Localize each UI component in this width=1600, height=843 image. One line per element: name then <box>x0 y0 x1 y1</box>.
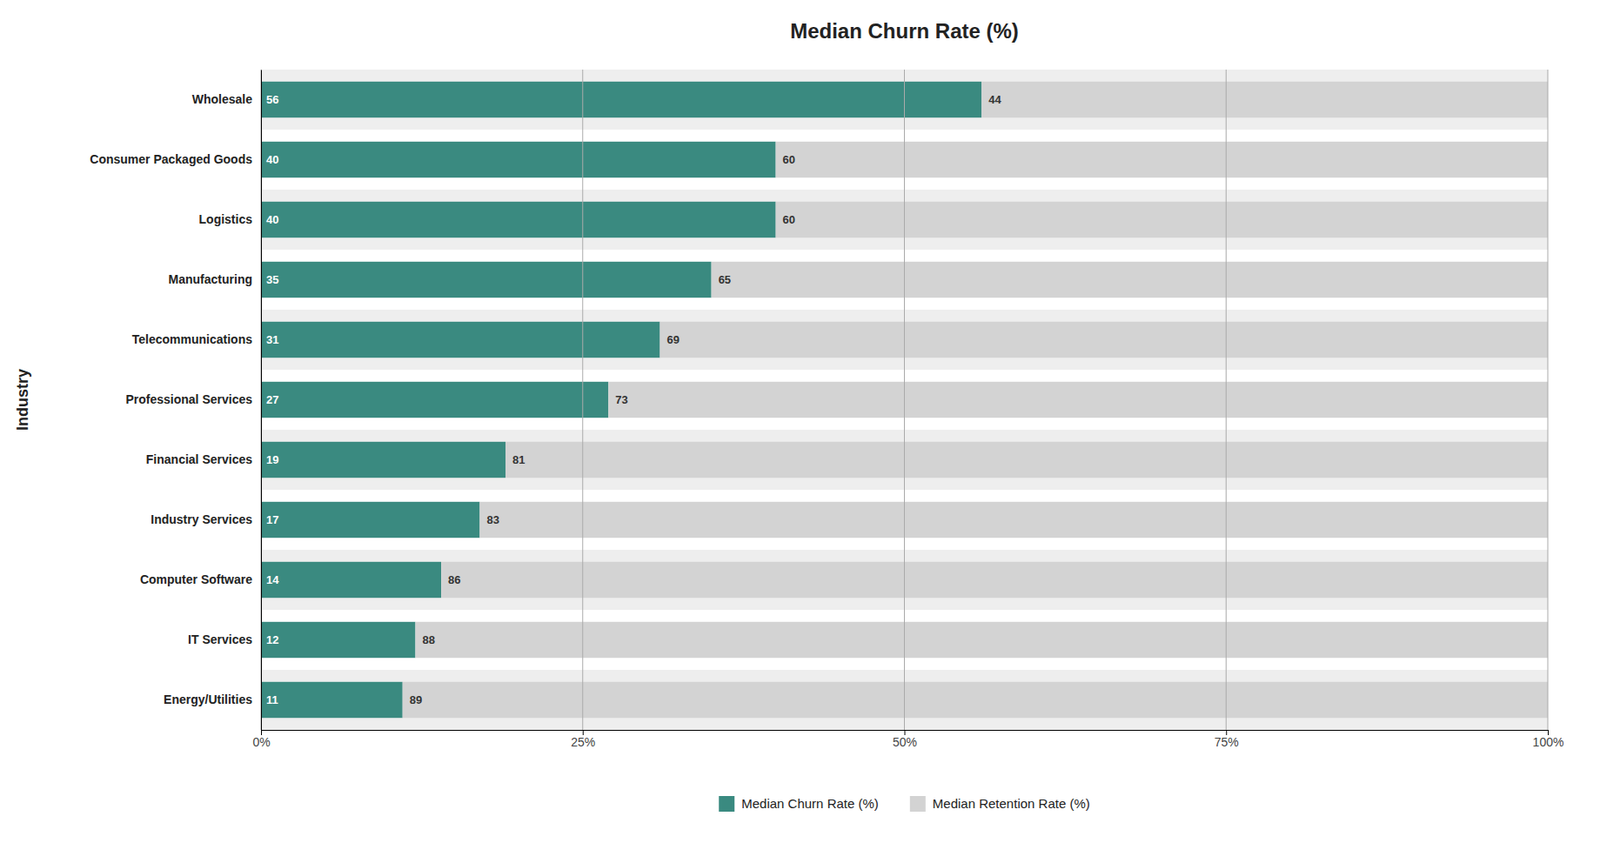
legend-swatch <box>910 796 926 812</box>
bar <box>776 141 1548 178</box>
tick-label: 75% <box>1214 735 1239 750</box>
data-label: 69 <box>666 333 679 347</box>
axis-line <box>261 70 262 731</box>
bar <box>981 81 1548 118</box>
tick-label: Consumer Packaged Goods <box>89 152 253 167</box>
bar <box>261 261 712 298</box>
title: Median Churn Rate (%) <box>789 19 1019 43</box>
y-tick: Energy/Utilities <box>163 692 262 707</box>
bar <box>261 81 982 118</box>
y-tick: IT Services <box>187 632 262 647</box>
data-labels: 11 12 14 17 19 27 31 35 40 40 56 89 88 86 83 81 73 69 65 60… <box>266 93 1002 707</box>
data-label: 81 <box>512 453 525 467</box>
bar <box>261 141 777 178</box>
bar <box>261 502 480 538</box>
legend-item: Median Churn Rate (%) <box>718 796 879 812</box>
y-tick: Telecommunications <box>132 332 262 347</box>
data-label: 89 <box>409 693 422 707</box>
plot: 11 12 14 17 19 27 31 35 40 40 56 89 88 86 83 81 73 69 65 60… <box>89 69 1564 750</box>
x-tick: 100% <box>1533 729 1565 750</box>
bar <box>441 562 1548 598</box>
legend-label: Median Retention Rate (%) <box>932 796 1091 811</box>
data-label: 27 <box>266 393 279 407</box>
bar <box>479 502 1548 538</box>
grid-line <box>1225 69 1227 730</box>
bar <box>402 682 1548 718</box>
grid-line <box>1547 69 1549 730</box>
data-label: 35 <box>266 273 279 287</box>
data-label: 56 <box>266 93 279 107</box>
y-tick: Computer Software <box>140 572 262 587</box>
chart: 11 12 14 17 19 27 31 35 40 40 56 89 88 86 83 81 73 69 65 60… <box>0 0 1600 843</box>
tick-label: Computer Software <box>140 572 253 587</box>
grid <box>261 69 1548 730</box>
y-tick: Wholesale <box>192 92 262 107</box>
y-axis-title: Industry <box>13 368 32 431</box>
tick-label: Industry Services <box>150 512 253 527</box>
grid-line <box>582 69 583 730</box>
y-axis: Energy/Utilities IT Services Computer Soft… <box>89 70 262 731</box>
data-label: 44 <box>988 93 1002 107</box>
tick-label: 50% <box>892 735 918 750</box>
tick-label: Energy/Utilities <box>163 692 253 707</box>
data-label: 19 <box>266 453 279 467</box>
tick-label: 25% <box>570 735 596 750</box>
tick-label: Telecommunications <box>132 332 253 347</box>
grid-line <box>903 69 905 730</box>
tick-label: Professional Services <box>125 392 253 407</box>
legend-item: Median Retention Rate (%) <box>910 796 1091 812</box>
bar <box>261 562 442 598</box>
bar <box>776 201 1548 238</box>
data-label: 73 <box>615 393 628 407</box>
bar <box>261 201 777 238</box>
y-tick: Manufacturing <box>168 272 262 287</box>
legend-label: Median Churn Rate (%) <box>741 796 879 811</box>
bar <box>261 682 403 718</box>
data-label: 31 <box>266 333 279 347</box>
bar <box>659 321 1548 358</box>
data-label: 86 <box>448 573 461 587</box>
y-tick: Logistics <box>199 212 262 227</box>
data-label: 17 <box>266 513 279 527</box>
x-tick: 0% <box>252 729 270 750</box>
bar <box>415 622 1548 658</box>
tick-label: Financial Services <box>146 452 253 467</box>
x-tick: 25% <box>570 729 596 750</box>
tick-label: Manufacturing <box>168 272 253 287</box>
x-tick: 50% <box>892 729 918 750</box>
data-label: 83 <box>486 513 499 527</box>
legend-swatch <box>718 796 735 812</box>
tick-label: Logistics <box>199 212 254 227</box>
data-label: 14 <box>266 573 280 587</box>
data-label: 88 <box>421 633 435 647</box>
data-label: 40 <box>266 153 279 167</box>
data-label: 12 <box>266 633 279 647</box>
data-label: 40 <box>266 213 279 227</box>
bar <box>711 261 1548 298</box>
tick-label: 100% <box>1533 735 1565 750</box>
bar <box>505 441 1548 478</box>
data-label: 11 <box>266 693 279 707</box>
tick-label: IT Services <box>187 632 253 647</box>
bar <box>261 441 506 478</box>
tick-label: Wholesale <box>192 92 253 107</box>
bar <box>261 381 609 418</box>
y-tick: Financial Services <box>146 452 262 467</box>
bar <box>261 622 416 658</box>
bar <box>608 381 1548 418</box>
y-tick: Professional Services <box>125 392 262 407</box>
y-tick: Consumer Packaged Goods <box>89 152 262 167</box>
y-tick: Industry Services <box>150 512 262 527</box>
data-label: 60 <box>783 153 796 167</box>
x-tick: 75% <box>1214 729 1239 750</box>
bar <box>261 321 660 358</box>
tick-label: 0% <box>252 735 270 750</box>
row-stripes <box>261 69 1548 730</box>
data-label: 65 <box>718 273 731 287</box>
legend: Median Churn Rate (%) Median Retention Ra… <box>718 796 1091 812</box>
bar-series <box>402 81 1548 718</box>
grid-line <box>261 69 262 730</box>
x-axis: 0% 25% 50% 75% 100% <box>252 729 1564 750</box>
data-label: 60 <box>783 213 796 227</box>
